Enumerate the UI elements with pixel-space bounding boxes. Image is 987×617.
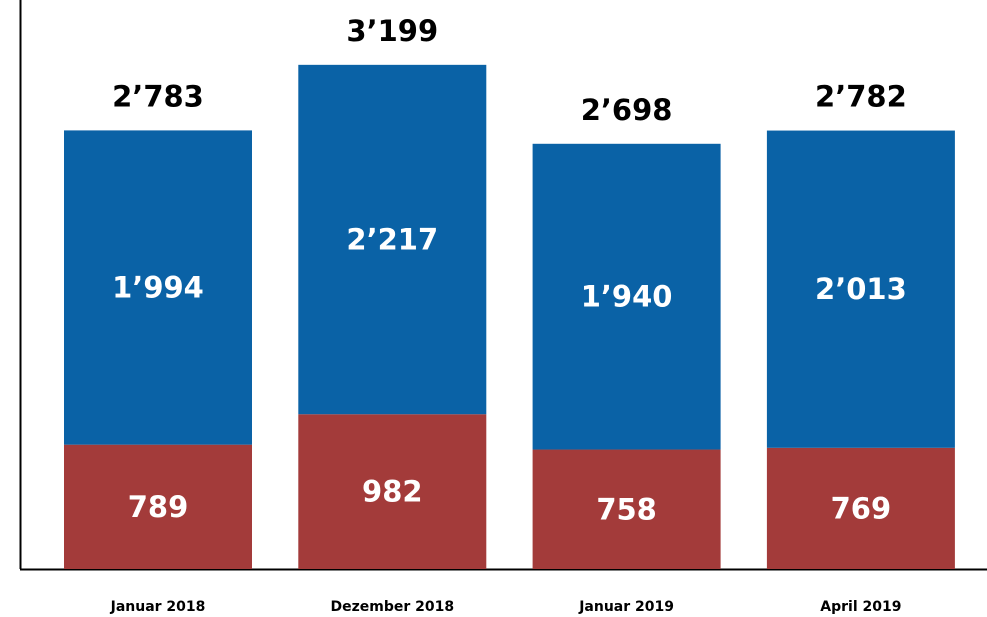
segment-value-label: 1’940 xyxy=(581,280,673,314)
segment-value-label: 2’013 xyxy=(815,272,907,306)
bar-segment-bottom xyxy=(298,414,487,569)
bar-segment-top xyxy=(298,64,487,415)
bar-segment-top xyxy=(532,143,721,450)
total-value-label: 3’199 xyxy=(346,14,438,48)
segment-value-label: 789 xyxy=(128,490,189,524)
total-value-label: 2’782 xyxy=(815,80,907,114)
bar-segment-top xyxy=(766,130,955,448)
bars-layer xyxy=(64,64,955,569)
labels-layer: 789 1’994 2’783 Januar 2018 982 2’217 3’199 Dez… xyxy=(110,14,907,615)
x-tick-label: Januar 2018 xyxy=(110,599,206,615)
total-value-label: 2’783 xyxy=(112,79,204,113)
segment-value-label: 758 xyxy=(596,492,657,526)
bar-segment-bottom xyxy=(532,449,721,569)
segment-value-label: 2’217 xyxy=(346,223,438,257)
bar-segment-top xyxy=(64,130,252,445)
segment-value-label: 769 xyxy=(831,491,892,525)
bar-segment-bottom xyxy=(64,444,252,569)
total-value-label: 2’698 xyxy=(581,93,673,127)
x-tick-label: April 2019 xyxy=(820,599,901,615)
segment-value-label: 1’994 xyxy=(112,271,204,305)
x-tick-label: Januar 2019 xyxy=(578,599,674,615)
x-tick-label: Dezember 2018 xyxy=(330,599,454,615)
segment-value-label: 982 xyxy=(362,475,423,509)
bar-segment-bottom xyxy=(766,447,955,569)
